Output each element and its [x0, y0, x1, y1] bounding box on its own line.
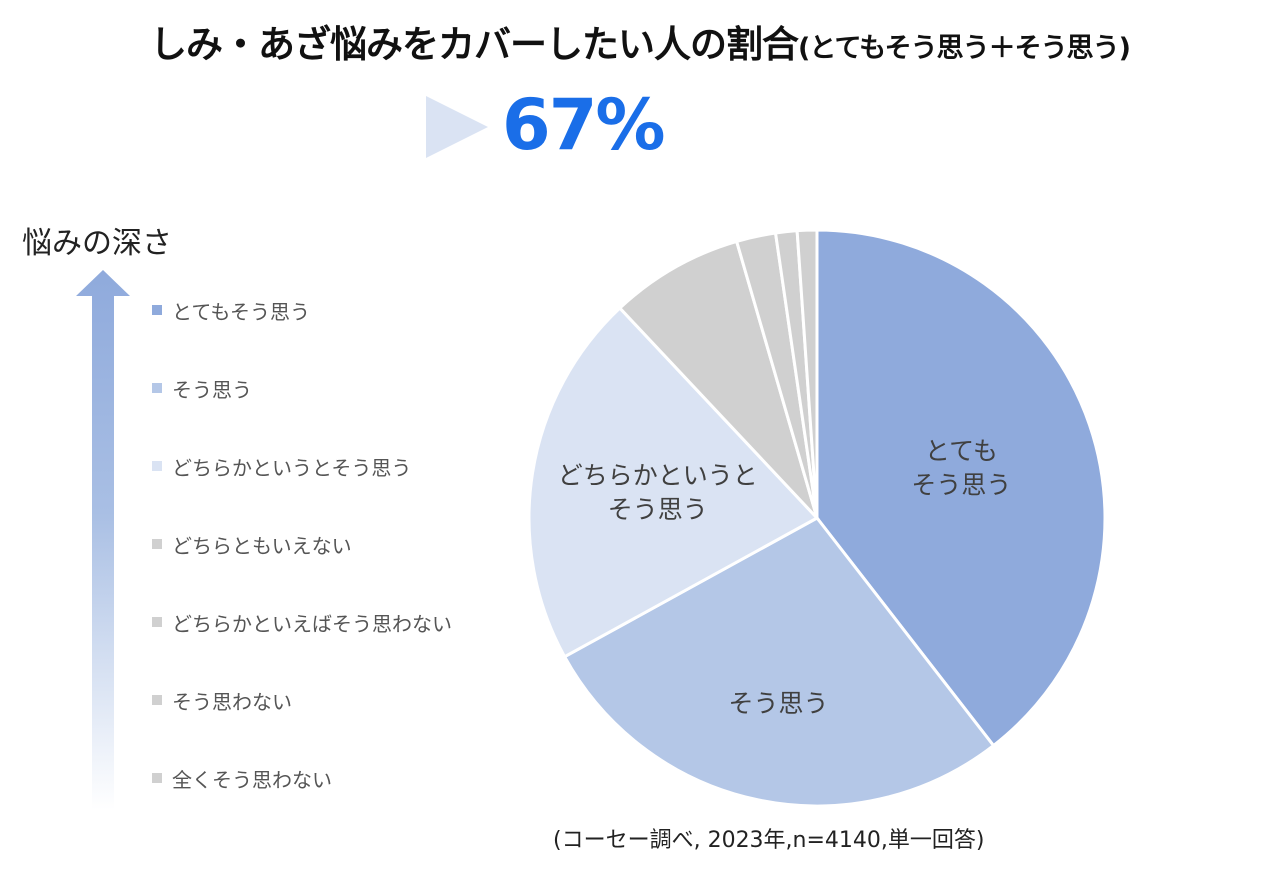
- legend-label: どちらかというとそう思う: [172, 455, 412, 480]
- depth-axis-label: 悩みの深さ: [22, 226, 172, 261]
- legend-item: どちらともいえない: [152, 524, 352, 564]
- legend-item: そう思う: [152, 368, 252, 408]
- legend-swatch: [152, 383, 162, 393]
- legend-item: とてもそう思う: [152, 290, 310, 330]
- pie-slice: [795, 228, 819, 519]
- pie-slice: [562, 516, 996, 808]
- pie-slice: [527, 305, 820, 659]
- arrow-up-icon: [76, 270, 130, 810]
- legend-item: 全くそう思わない: [152, 758, 332, 798]
- legend-item: どちらかというとそう思う: [152, 446, 411, 486]
- legend-label: どちらともいえない: [172, 533, 352, 558]
- pie-slice-label: どちらかというと: [558, 461, 758, 490]
- legend-swatch: [152, 773, 162, 783]
- legend-swatch: [152, 305, 162, 315]
- legend-label: そう思わない: [172, 689, 292, 714]
- legend-item: そう思わない: [152, 680, 292, 720]
- legend-label: どちらかといえばそう思わない: [172, 611, 452, 636]
- legend-label: そう思う: [172, 377, 252, 402]
- legend-label: とてもそう思う: [172, 299, 310, 324]
- pie-slice-label: そう思う: [608, 495, 708, 524]
- chart-title: しみ・あざ悩みをカバーしたい人の割合(とてもそう思う＋そう思う): [0, 14, 1280, 68]
- source-footnote: (コーセー調べ, 2023年,n=4140,単一回答): [553, 828, 985, 853]
- legend-swatch: [152, 461, 162, 471]
- pie-slice-label: そう思う: [728, 689, 828, 718]
- pie-slice-label: とても: [925, 437, 998, 466]
- triangle-pointer-icon: [426, 96, 488, 158]
- legend-item: どちらかといえばそう思わない: [152, 602, 452, 642]
- chart-title-sub: (とてもそう思う＋そう思う): [798, 33, 1131, 64]
- legend-swatch: [152, 695, 162, 705]
- highlight-percentage: 67%: [502, 84, 666, 166]
- legend-swatch: [152, 617, 162, 627]
- pie-slice: [617, 239, 819, 520]
- legend-swatch: [152, 539, 162, 549]
- chart-title-main: しみ・あざ悩みをカバーしたい人の割合: [150, 23, 799, 66]
- legend-label: 全くそう思わない: [172, 767, 332, 792]
- pie-slice-label: そう思う: [911, 471, 1011, 500]
- pie-slice: [815, 228, 1107, 748]
